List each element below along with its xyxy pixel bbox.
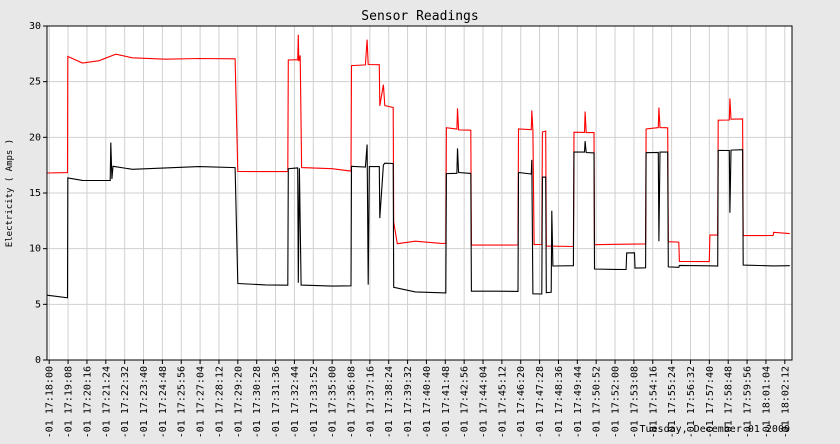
x-tick-label: -01 17:41:48: [441, 366, 452, 438]
x-tick-label: -01 17:54:16: [648, 366, 659, 438]
x-tick-label: -01 17:22:32: [120, 366, 131, 438]
plot-border: [46, 25, 793, 361]
x-tick-label: -01 17:25:56: [177, 366, 188, 438]
x-tick-label: -01 17:59:56: [743, 366, 754, 438]
x-tick-label: -01 17:36:08: [346, 366, 357, 438]
x-tick-label: -01 17:46:20: [516, 366, 527, 438]
x-tick-label: -01 17:56:32: [686, 366, 697, 438]
series-line-black: [46, 141, 790, 299]
x-tick-label: -01 17:58:48: [724, 366, 735, 438]
footer-timestamp: Tuesday, December 01 2009: [639, 424, 790, 435]
chart-title: Sensor Readings: [361, 9, 478, 24]
x-tick-label: -01 17:57:40: [705, 366, 716, 438]
x-tick-label: -01 17:40:40: [422, 366, 433, 438]
x-tick-label: -01 17:23:40: [139, 366, 150, 438]
x-tick-label: -01 17:28:12: [214, 366, 225, 438]
x-tick-label: -01 17:33:52: [309, 366, 320, 438]
y-tick-label: 20: [29, 132, 41, 143]
x-tick-label: -01 18:02:12: [780, 366, 791, 438]
x-tick-label: -01 17:19:08: [64, 366, 75, 438]
plot-area: 0 5 10 15 20 25 30 -01 17:18:00 -01 17:19:08 -01 …: [29, 21, 793, 438]
x-tick-label: -01 17:31:36: [271, 366, 282, 438]
x-tick-label: -01 17:39:32: [403, 366, 414, 438]
x-tick-label: -01 18:01:04: [761, 366, 772, 438]
y-axis-label: Electricity ( Amps ): [5, 139, 15, 247]
x-tick-label: -01 17:27:04: [196, 366, 207, 438]
x-tick-label: -01 17:32:44: [290, 366, 301, 438]
x-tick-label: -01 17:49:44: [573, 366, 584, 438]
x-tick-label: -01 17:44:04: [479, 366, 490, 438]
x-tick-label: -01 17:30:28: [252, 366, 263, 438]
x-tick-label: -01 17:53:08: [629, 366, 640, 438]
x-tick-label: -01 17:42:56: [460, 366, 471, 438]
x-tick-label: -01 17:55:24: [667, 366, 678, 438]
x-tick-label: -01 17:18:00: [45, 366, 56, 438]
x-tick-label: -01 17:24:48: [158, 366, 169, 438]
x-tick-label: -01 17:35:00: [328, 366, 339, 438]
y-tick-label: 15: [29, 188, 41, 199]
x-tick-label: -01 17:38:24: [384, 366, 395, 438]
x-tick-label: -01 17:45:12: [497, 366, 508, 438]
x-tick-label: -01 17:47:28: [535, 366, 546, 438]
y-tick-label: 10: [29, 244, 41, 255]
y-tick-label: 25: [29, 77, 41, 88]
x-tick-label: -01 17:52:00: [611, 366, 622, 438]
x-tick-label: -01 17:48:36: [554, 366, 565, 438]
y-tick-label: 0: [35, 355, 41, 366]
y-tick-label: 5: [35, 299, 41, 310]
x-tick-label: -01 17:50:52: [592, 366, 603, 438]
x-tick-label: -01 17:21:24: [101, 366, 112, 438]
x-tick-label: -01 17:20:16: [82, 366, 93, 438]
x-tick-label: -01 17:29:20: [233, 366, 244, 438]
x-tick-label: -01 17:37:16: [365, 366, 376, 438]
y-tick-label: 30: [29, 21, 41, 32]
